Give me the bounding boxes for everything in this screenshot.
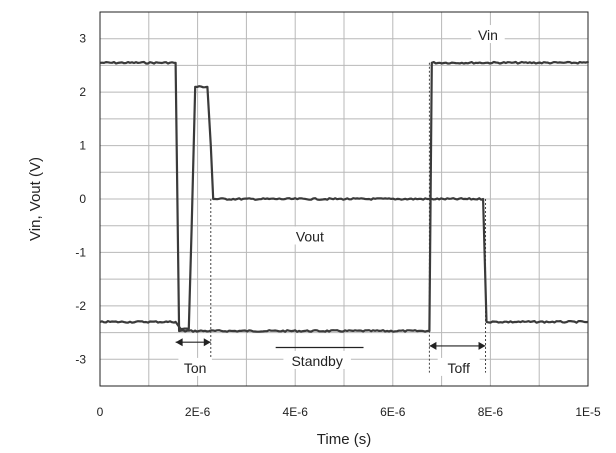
x-tick-label: 2E-6: [185, 405, 211, 419]
y-tick-label: 0: [79, 192, 86, 206]
annotation-bg: [471, 25, 505, 44]
annotation-label: Standby: [291, 353, 342, 369]
y-tick-label: -1: [75, 245, 86, 259]
marker-group: [175, 62, 487, 373]
y-tick-labels: 3 2 1 0 -1 -2 -3: [75, 32, 86, 367]
annotation-bg: [283, 350, 351, 369]
annotation-label: Toff: [448, 360, 470, 376]
x-tick-label: 4E-6: [283, 405, 309, 419]
series-group: [99, 60, 590, 333]
annotation-label: Vin: [478, 27, 498, 43]
y-tick-label: 2: [79, 85, 86, 99]
y-tick-label: -2: [75, 299, 86, 313]
annotation-bg: [178, 357, 212, 376]
annotation-bg: [288, 226, 331, 245]
x-tick-label: 6E-6: [380, 405, 406, 419]
annotation-label: Ton: [184, 360, 207, 376]
x-axis-title: Time (s): [317, 431, 371, 448]
y-tick-label: -3: [75, 352, 86, 366]
x-tick-label: 0: [97, 405, 104, 419]
x-tick-label: 1E-5: [575, 405, 601, 419]
ton-arrow-head-right: [203, 338, 211, 347]
ton-arrow-head-left: [175, 338, 183, 347]
x-tick-labels: 0 2E-6 4E-6 6E-6 8E-6 1E-5: [97, 405, 601, 419]
series-line-vin: [99, 60, 590, 333]
toff-arrow-head-right: [478, 341, 486, 350]
annotation-label: Vout: [296, 228, 324, 244]
plot-area-frame: [99, 11, 589, 387]
grid: [100, 12, 588, 386]
y-axis-title: Vin, Vout (V): [27, 157, 44, 241]
toff-arrow-head-left: [429, 341, 437, 350]
y-tick-label: 3: [79, 32, 86, 46]
series-line-vout: [99, 85, 589, 331]
x-tick-label: 8E-6: [478, 405, 504, 419]
y-tick-label: 1: [79, 139, 86, 153]
annotation-bg: [437, 357, 480, 376]
annotation-group: Vin Vout Ton Standby Toff: [178, 25, 505, 376]
